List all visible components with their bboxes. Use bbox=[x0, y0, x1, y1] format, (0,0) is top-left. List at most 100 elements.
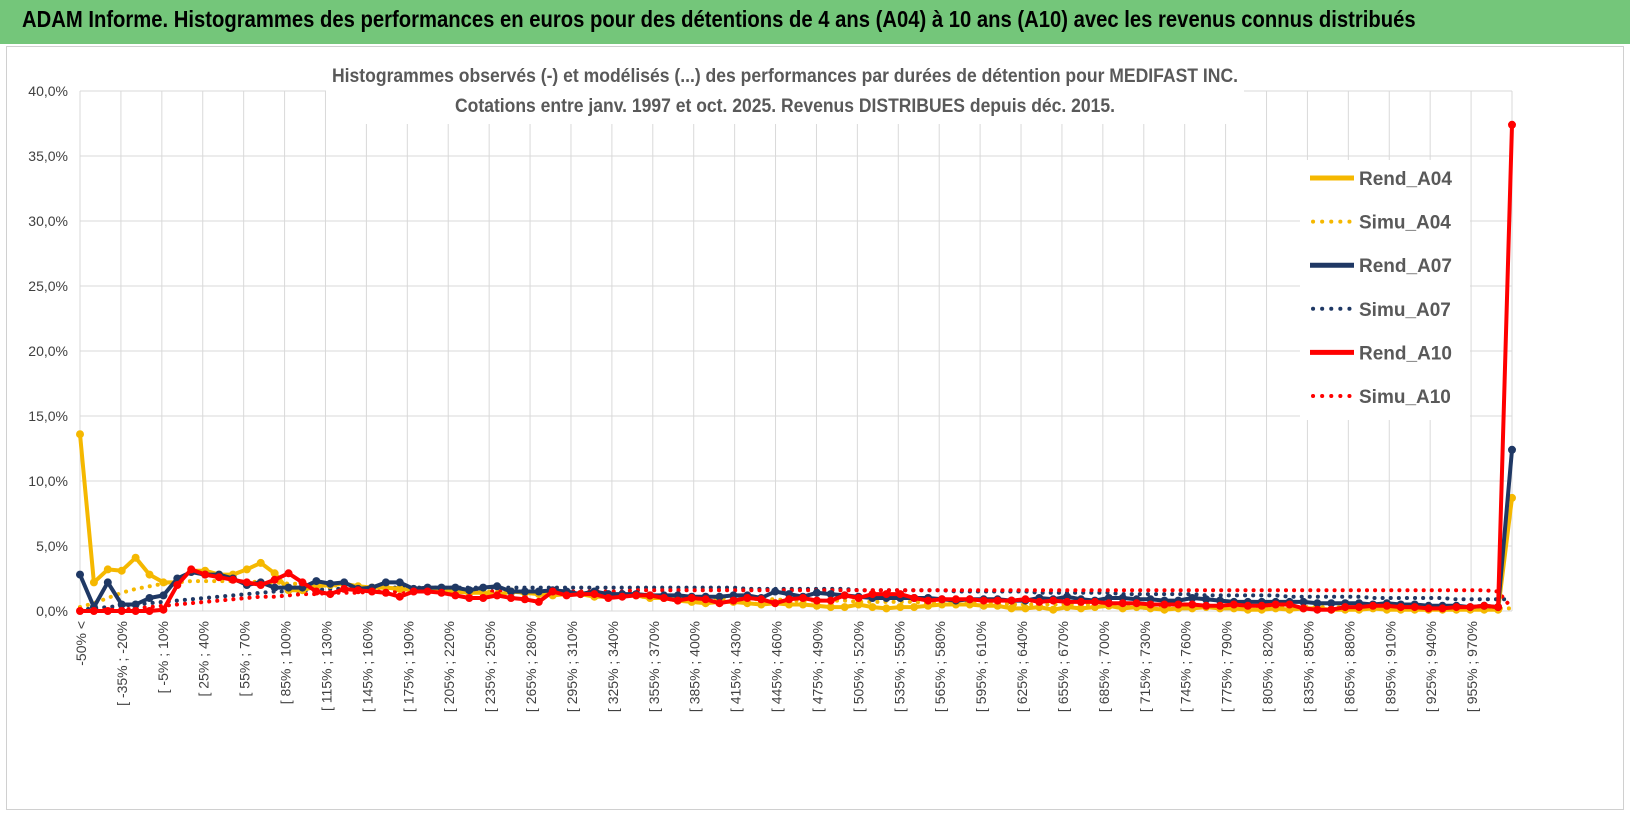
data-point bbox=[1090, 597, 1099, 606]
data-point bbox=[284, 569, 293, 578]
data-point bbox=[242, 578, 251, 587]
x-tick-label: [ 295% ; 310% bbox=[564, 621, 580, 712]
data-point bbox=[715, 592, 724, 601]
data-point bbox=[1007, 604, 1016, 613]
data-point bbox=[1188, 600, 1197, 609]
data-point bbox=[882, 604, 891, 613]
data-point bbox=[242, 565, 251, 574]
data-point bbox=[89, 607, 98, 615]
y-tick-label: 10,0% bbox=[28, 473, 68, 489]
data-point bbox=[715, 599, 724, 608]
data-point bbox=[604, 594, 613, 602]
data-point bbox=[910, 603, 919, 612]
data-point bbox=[1243, 601, 1252, 610]
data-point bbox=[145, 594, 154, 602]
x-tick-label: [ 85% ; 100% bbox=[278, 621, 294, 704]
series-rend-a07 bbox=[76, 445, 1516, 612]
data-point bbox=[1035, 597, 1044, 606]
data-point bbox=[868, 603, 877, 612]
data-point bbox=[520, 587, 529, 596]
data-point bbox=[117, 607, 126, 615]
data-point bbox=[924, 596, 933, 605]
data-point bbox=[1021, 595, 1030, 604]
data-point bbox=[673, 596, 682, 605]
legend-label: Rend_A10 bbox=[1359, 343, 1452, 364]
data-point bbox=[131, 553, 140, 562]
data-point bbox=[312, 587, 321, 596]
data-point bbox=[979, 596, 988, 605]
data-point bbox=[826, 603, 835, 612]
data-point bbox=[228, 575, 237, 584]
data-point bbox=[1049, 596, 1058, 605]
data-point bbox=[548, 587, 557, 596]
x-tick-label: [ 205% ; 220% bbox=[441, 621, 457, 712]
x-tick-label: [ -5% ; 10% bbox=[155, 621, 171, 693]
x-tick-label: [ 505% ; 520% bbox=[850, 621, 866, 712]
x-tick-label: [ 175% ; 190% bbox=[400, 621, 416, 712]
legend-item-rend-a04: Rend_A04 bbox=[1310, 169, 1452, 190]
data-point bbox=[1410, 603, 1419, 612]
data-point bbox=[395, 584, 404, 593]
series-rend-a10 bbox=[76, 120, 1516, 615]
data-point bbox=[771, 587, 780, 596]
x-tick-label: [ 595% ; 610% bbox=[973, 621, 989, 712]
data-point bbox=[534, 587, 543, 596]
data-point bbox=[757, 595, 766, 604]
data-point bbox=[1049, 605, 1058, 614]
data-point bbox=[367, 587, 376, 596]
legend-item-simu-a04: Simu_A04 bbox=[1311, 213, 1451, 234]
data-point bbox=[451, 591, 460, 600]
x-tick-label: [ 385% ; 400% bbox=[687, 621, 703, 712]
data-point bbox=[701, 595, 710, 604]
data-point bbox=[1480, 601, 1489, 610]
data-point bbox=[187, 565, 196, 574]
data-point bbox=[201, 570, 210, 579]
data-point bbox=[1007, 596, 1016, 605]
data-point bbox=[1229, 600, 1238, 609]
x-tick-label: [ 55% ; 70% bbox=[237, 621, 253, 697]
x-tick-label: [ 715% ; 730% bbox=[1137, 621, 1153, 712]
data-point bbox=[1257, 601, 1266, 610]
x-tick-label: [ 925% ; 940% bbox=[1423, 621, 1439, 712]
data-point bbox=[326, 579, 335, 588]
data-point bbox=[1299, 597, 1308, 606]
data-point bbox=[103, 565, 112, 574]
data-point bbox=[840, 603, 849, 612]
x-tick-label: [ 745% ; 760% bbox=[1178, 621, 1194, 712]
data-point bbox=[89, 578, 98, 587]
data-point bbox=[145, 607, 154, 615]
data-point bbox=[798, 600, 807, 609]
data-point bbox=[493, 591, 502, 600]
data-point bbox=[1396, 603, 1405, 612]
data-point bbox=[1063, 597, 1072, 606]
data-point bbox=[423, 587, 432, 596]
data-point bbox=[729, 596, 738, 605]
data-point bbox=[145, 570, 154, 579]
data-point bbox=[937, 595, 946, 604]
data-point bbox=[340, 578, 349, 587]
data-point bbox=[1368, 601, 1377, 610]
data-point bbox=[659, 594, 668, 602]
data-point bbox=[1118, 599, 1127, 608]
data-point bbox=[1508, 445, 1516, 454]
legend-item-rend-a07: Rend_A07 bbox=[1310, 256, 1452, 277]
x-tick-label: [ 835% ; 850% bbox=[1300, 621, 1316, 712]
x-tick-label: [ 895% ; 910% bbox=[1382, 621, 1398, 712]
data-point bbox=[1160, 600, 1169, 609]
data-point bbox=[159, 578, 168, 587]
x-tick-label: [ 775% ; 790% bbox=[1219, 621, 1235, 712]
y-tick-label: 15,0% bbox=[28, 408, 68, 424]
data-point bbox=[270, 575, 279, 584]
data-point bbox=[1188, 594, 1197, 602]
data-point bbox=[1508, 120, 1516, 129]
data-point bbox=[1355, 603, 1364, 612]
data-point bbox=[590, 590, 599, 599]
data-point bbox=[576, 590, 585, 599]
data-point bbox=[381, 588, 390, 597]
data-point bbox=[618, 592, 627, 601]
data-point bbox=[395, 578, 404, 587]
data-point bbox=[451, 583, 460, 592]
y-tick-label: 40,0% bbox=[28, 83, 68, 99]
data-point bbox=[1382, 601, 1391, 610]
data-point bbox=[1132, 599, 1141, 608]
